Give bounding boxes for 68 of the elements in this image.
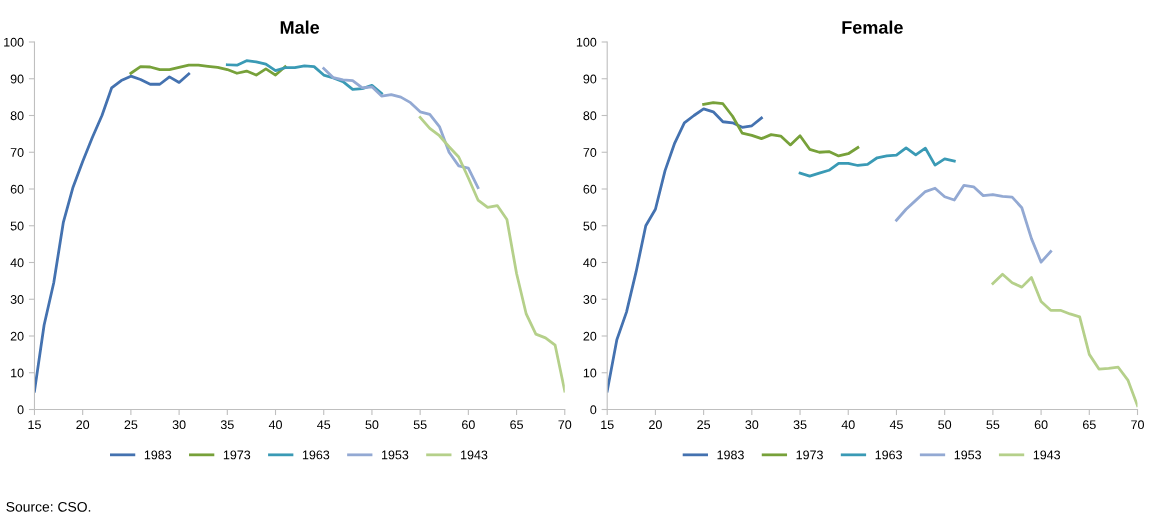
legend-label: 1963 [875,450,902,460]
y-tick-label: 10 [11,368,24,378]
line-series [418,115,565,393]
line-series [798,146,956,178]
legend-label: 1943 [1033,450,1061,460]
y-tick-label: 90 [10,74,24,84]
x-tick-label: 65 [1082,420,1096,430]
y-tick-label: 70 [583,148,597,157]
y-tick-label: 40 [10,258,24,268]
x-tick-label: 70 [1131,420,1144,430]
x-tick-label: 20 [76,420,90,430]
y-tick-label: 20 [583,331,597,341]
line-series [34,72,191,393]
x-tick-label: 50 [365,420,379,430]
x-tick-label: 55 [986,420,1000,430]
legend-label: 1973 [223,450,251,460]
x-tick-label: 55 [413,420,427,430]
y-tick-label: 60 [583,184,597,194]
line-series [607,107,763,393]
x-tick-label: 40 [268,420,282,430]
x-tick-label: 60 [1034,420,1048,430]
legend-label: 1973 [796,450,823,460]
x-tick-label: 35 [793,420,807,430]
x-tick-label: 15 [601,420,614,430]
y-tick-label: 0 [17,405,24,415]
y-tick-label: 20 [10,331,24,341]
x-tick-label: 45 [317,420,331,430]
source-note: Source: CSO. [6,501,91,512]
legend-label: 1953 [954,450,982,460]
line-series [129,63,287,77]
x-tick-label: 25 [124,420,138,430]
x-tick-label: 50 [938,420,952,430]
line-series [702,101,860,158]
line-series [322,67,480,189]
y-tick-label: 80 [583,111,597,121]
y-tick-label: 30 [583,295,597,304]
legend-label: 1983 [717,450,744,460]
line-series [991,272,1138,408]
x-tick-label: 30 [745,420,759,430]
y-tick-label: 80 [10,111,24,121]
chart-title: Male [280,20,320,34]
x-tick-label: 65 [510,420,523,430]
y-tick-label: 100 [576,37,597,47]
y-tick-label: 30 [10,295,24,304]
x-tick-label: 25 [697,420,711,430]
chart-title: Female [842,20,903,34]
x-tick-label: 70 [558,420,572,430]
y-tick-label: 50 [583,221,597,231]
y-tick-label: 70 [10,148,24,157]
y-tick-label: 60 [10,184,24,194]
y-tick-label: 50 [10,221,24,231]
y-tick-label: 100 [4,37,24,47]
x-tick-label: 30 [172,420,186,430]
y-tick-label: 90 [583,74,597,84]
x-tick-label: 20 [649,420,662,430]
legend-label: 1963 [302,450,330,460]
x-tick-label: 35 [220,420,234,430]
legend-label: 1953 [381,450,409,460]
x-tick-label: 60 [462,420,475,430]
x-tick-label: 15 [28,420,41,430]
legend-label: 1983 [144,450,172,460]
x-tick-label: 40 [841,420,855,430]
x-tick-label: 45 [889,420,903,430]
line-series [895,183,1053,264]
y-tick-label: 10 [583,368,597,378]
y-tick-label: 40 [583,258,597,268]
legend-label: 1943 [461,450,488,460]
y-tick-label: 0 [590,405,597,415]
